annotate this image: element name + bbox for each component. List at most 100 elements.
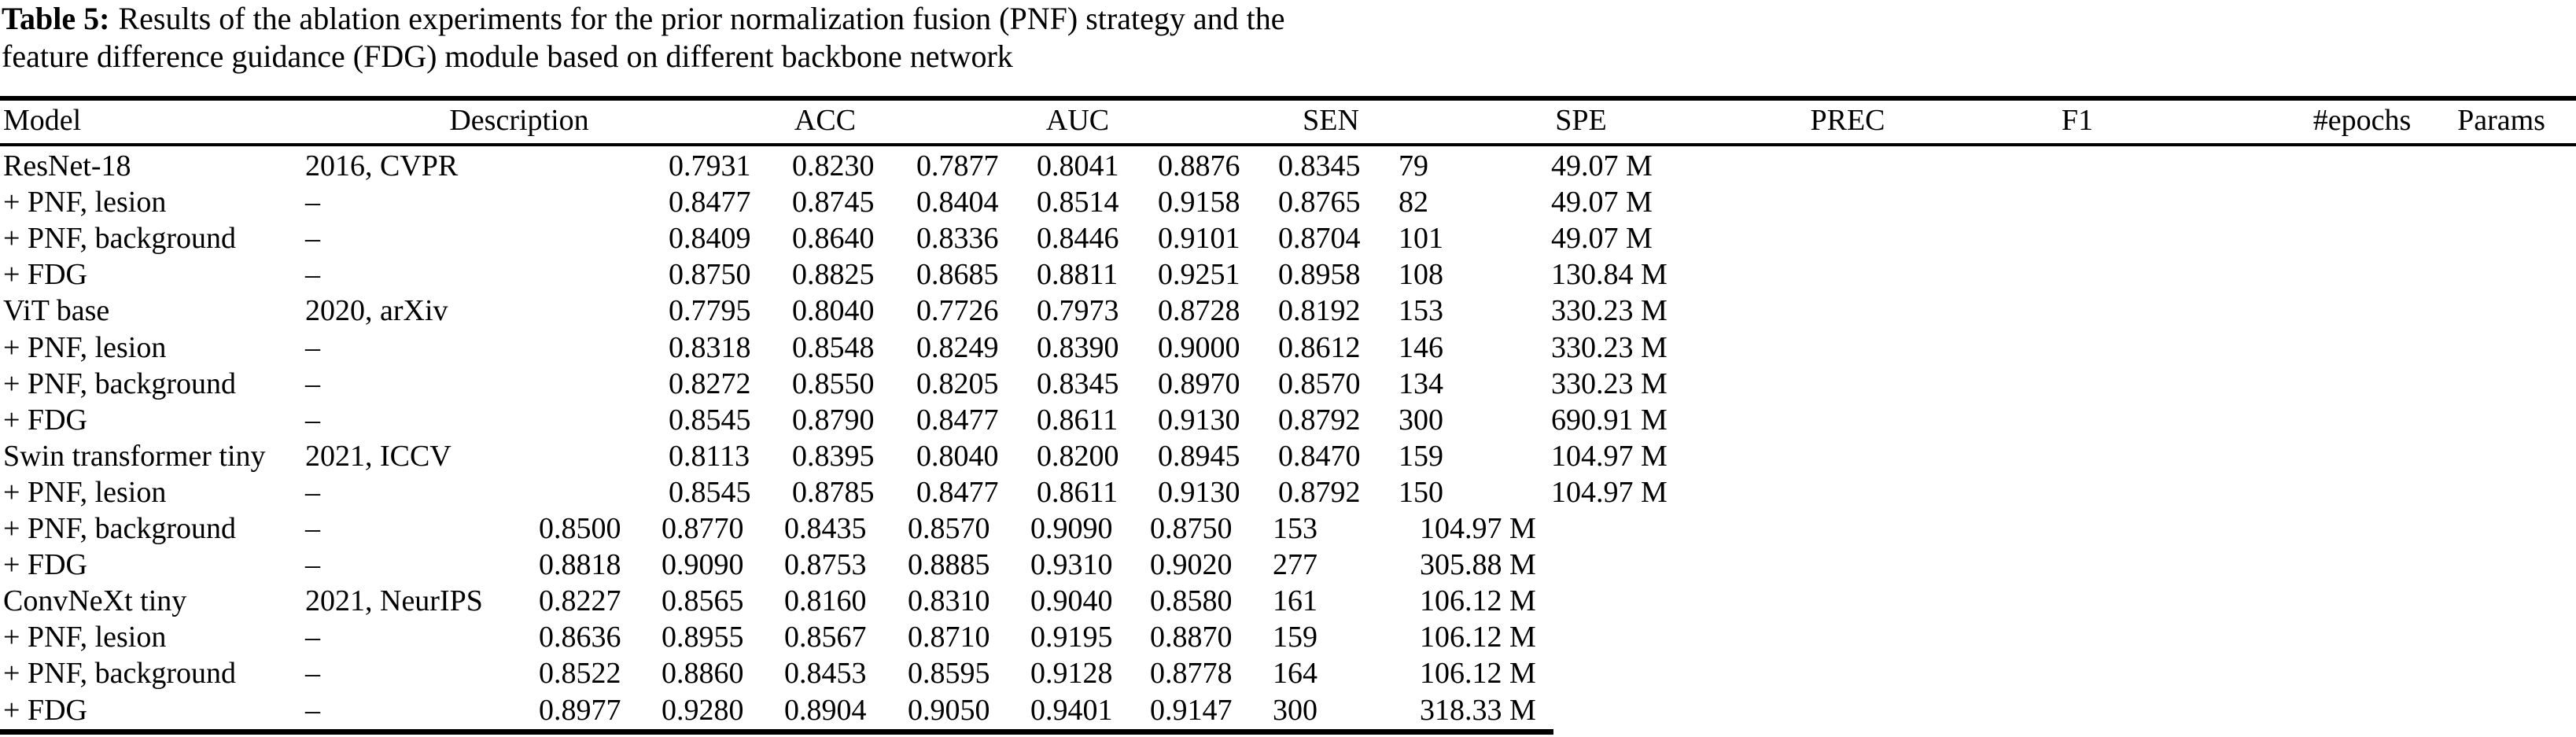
value-cell: 0.8550 bbox=[792, 367, 875, 400]
table-row: + PNF, background – 0.8409 0.8640 0.8336 0.84… bbox=[0, 220, 2576, 256]
description-cell: – bbox=[305, 404, 320, 437]
value-cell: 300 bbox=[1273, 694, 1317, 727]
value-cell: 0.8514 bbox=[1037, 186, 1119, 219]
value-cell: 0.8336 bbox=[916, 222, 999, 255]
value-cell: 161 bbox=[1273, 584, 1317, 617]
value-cell: 0.9130 bbox=[1158, 404, 1240, 437]
table-row: ViT base 2020, arXiv 0.7795 0.8040 0.7726 0.7… bbox=[0, 293, 2576, 329]
value-cell: 0.8970 bbox=[1158, 367, 1240, 400]
table-top-rule bbox=[0, 96, 2576, 101]
value-cell: 0.8792 bbox=[1278, 476, 1361, 509]
value-cell: 0.8565 bbox=[662, 584, 744, 617]
model-cell: + PNF, lesion bbox=[3, 186, 167, 219]
value-cell: 330.23 M bbox=[1551, 294, 1668, 327]
value-cell: 164 bbox=[1273, 657, 1317, 690]
value-cell: 0.8477 bbox=[669, 186, 751, 219]
value-cell: 330.23 M bbox=[1551, 331, 1668, 364]
model-cell: ResNet-18 bbox=[3, 149, 131, 182]
value-cell: 0.8477 bbox=[916, 404, 999, 437]
model-cell: + FDG bbox=[3, 694, 87, 727]
value-cell: 0.9251 bbox=[1158, 258, 1240, 291]
caption-line-1: Table 5: Results of the ablation experime… bbox=[2, 0, 1284, 38]
column-header-sen: SEN bbox=[1303, 104, 1359, 137]
value-cell: 159 bbox=[1399, 440, 1443, 473]
model-cell: + FDG bbox=[3, 258, 87, 291]
model-cell: + PNF, lesion bbox=[3, 331, 167, 364]
description-cell: 2021, NeurIPS bbox=[305, 584, 483, 617]
value-cell: 0.7795 bbox=[669, 294, 751, 327]
value-cell: 0.8977 bbox=[539, 694, 621, 727]
model-cell: + PNF, background bbox=[3, 222, 236, 255]
value-cell: 146 bbox=[1399, 331, 1443, 364]
description-cell: – bbox=[305, 512, 320, 545]
value-cell: 0.7726 bbox=[916, 294, 999, 327]
model-cell: ViT base bbox=[3, 294, 110, 327]
value-cell: 0.8958 bbox=[1278, 258, 1361, 291]
value-cell: 0.8500 bbox=[539, 512, 621, 545]
description-cell: – bbox=[305, 476, 320, 509]
value-cell: 82 bbox=[1399, 186, 1428, 219]
column-header-acc: ACC bbox=[794, 104, 857, 137]
value-cell: 0.9128 bbox=[1030, 657, 1113, 690]
value-cell: 0.8945 bbox=[1158, 440, 1240, 473]
value-cell: 0.9280 bbox=[662, 694, 744, 727]
value-cell: 0.8876 bbox=[1158, 149, 1240, 182]
value-cell: 277 bbox=[1273, 548, 1317, 581]
value-cell: 0.8570 bbox=[908, 512, 990, 545]
value-cell: 0.8595 bbox=[908, 657, 990, 690]
value-cell: 0.8409 bbox=[669, 222, 751, 255]
value-cell: 0.8545 bbox=[669, 476, 751, 509]
value-cell: 153 bbox=[1399, 294, 1443, 327]
value-cell: 330.23 M bbox=[1551, 367, 1668, 400]
value-cell: 0.9158 bbox=[1158, 186, 1240, 219]
value-cell: 0.8790 bbox=[792, 404, 875, 437]
value-cell: 0.8040 bbox=[916, 440, 999, 473]
table-caption: Table 5: Results of the ablation experime… bbox=[2, 0, 1284, 76]
value-cell: 0.8745 bbox=[792, 186, 875, 219]
value-cell: 0.8792 bbox=[1278, 404, 1361, 437]
value-cell: 0.8785 bbox=[792, 476, 875, 509]
value-cell: 0.8750 bbox=[1150, 512, 1233, 545]
value-cell: 0.8765 bbox=[1278, 186, 1361, 219]
description-cell: – bbox=[305, 367, 320, 400]
value-cell: 134 bbox=[1399, 367, 1443, 400]
value-cell: 0.8870 bbox=[1150, 621, 1233, 654]
value-cell: 0.7973 bbox=[1037, 294, 1119, 327]
value-cell: 101 bbox=[1399, 222, 1443, 255]
model-cell: + PNF, background bbox=[3, 657, 236, 690]
description-cell: – bbox=[305, 548, 320, 581]
caption-text-line-2: feature difference guidance (FDG) module… bbox=[2, 39, 1013, 74]
value-cell: 0.8611 bbox=[1037, 476, 1118, 509]
value-cell: 49.07 M bbox=[1551, 149, 1653, 182]
table-row: + PNF, lesion – 0.8636 0.8955 0.8567 0.8710 0.… bbox=[0, 619, 2576, 655]
value-cell: 49.07 M bbox=[1551, 186, 1653, 219]
model-cell: + PNF, background bbox=[3, 367, 236, 400]
table-row: ResNet-18 2016, CVPR 0.7931 0.8230 0.7877 0.8… bbox=[0, 148, 2576, 184]
value-cell: 104.97 M bbox=[1420, 512, 1536, 545]
column-header-model: Model bbox=[3, 104, 82, 137]
column-header-description: Description bbox=[449, 104, 589, 137]
description-cell: 2020, arXiv bbox=[305, 294, 448, 327]
value-cell: 104.97 M bbox=[1551, 440, 1668, 473]
value-cell: 0.8435 bbox=[784, 512, 867, 545]
value-cell: 0.7931 bbox=[669, 149, 751, 182]
model-cell: + FDG bbox=[3, 404, 87, 437]
description-cell: – bbox=[305, 222, 320, 255]
value-cell: 0.9147 bbox=[1150, 694, 1233, 727]
value-cell: 0.8825 bbox=[792, 258, 875, 291]
value-cell: 0.8818 bbox=[539, 548, 621, 581]
model-cell: + FDG bbox=[3, 548, 87, 581]
value-cell: 0.8612 bbox=[1278, 331, 1361, 364]
description-cell: – bbox=[305, 258, 320, 291]
description-cell: – bbox=[305, 694, 320, 727]
value-cell: 106.12 M bbox=[1420, 621, 1536, 654]
value-cell: 0.8955 bbox=[662, 621, 744, 654]
table-row: + PNF, lesion – 0.8545 0.8785 0.8477 0.8611 0.… bbox=[0, 474, 2576, 510]
value-cell: 0.8345 bbox=[1037, 367, 1119, 400]
value-cell: 0.8640 bbox=[792, 222, 875, 255]
value-cell: 0.8522 bbox=[539, 657, 621, 690]
value-cell: 0.8580 bbox=[1150, 584, 1233, 617]
value-cell: 0.8205 bbox=[916, 367, 999, 400]
value-cell: 0.8704 bbox=[1278, 222, 1361, 255]
